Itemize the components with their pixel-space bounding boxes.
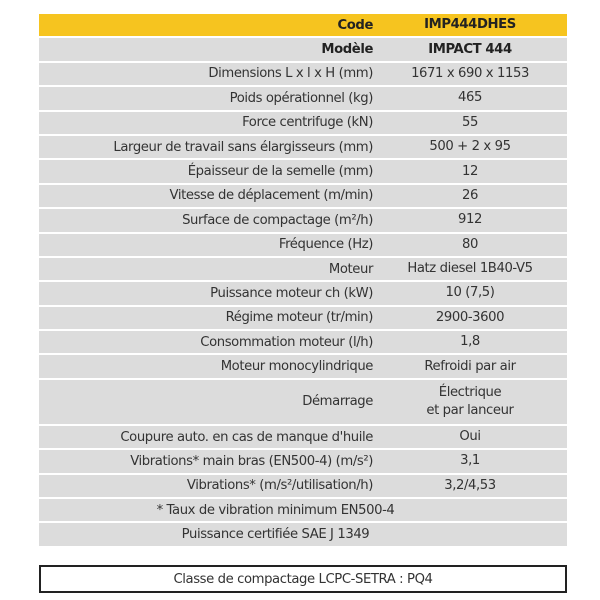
spec-value: 3,1 xyxy=(460,453,480,469)
table-row: Vitesse de déplacement (m/min) 26 xyxy=(39,184,567,208)
table-row: Démarrage Électrique et par lanceur xyxy=(39,379,567,424)
table-row: Consommation moteur (l/h) 1,8 xyxy=(39,331,567,354)
spec-label: Moteur xyxy=(328,261,374,277)
table-row: Régime moteur (tr/min) 2900-3600 xyxy=(39,306,567,330)
spec-value: 500 + 2 x 95 xyxy=(429,139,511,155)
spec-value: Refroidi par air xyxy=(424,358,516,374)
spec-value: 1,8 xyxy=(460,334,480,350)
table-row: Vibrations* (m/s²/utilisation/h) 3,2/4,53 xyxy=(39,474,567,498)
table-row: Largeur de travail sans élargisseurs (mm… xyxy=(39,135,567,159)
spec-value: 912 xyxy=(458,212,482,228)
model-label: Modèle xyxy=(321,42,373,58)
spec-value-line: et par lanceur xyxy=(426,402,514,418)
spec-value-line: Électrique xyxy=(438,384,502,400)
footnote: Puissance certifiée SAE J 1349 xyxy=(181,527,370,543)
spec-label: Force centrifuge (kN) xyxy=(242,115,373,131)
spec-value: 465 xyxy=(458,90,482,106)
spec-value: 80 xyxy=(462,236,478,252)
spec-value: 1671 x 690 x 1153 xyxy=(411,65,529,81)
code-value: IMP444DHES xyxy=(424,17,516,33)
table-row: Fréquence (Hz) 80 xyxy=(39,233,567,256)
spec-label: Fréquence (Hz) xyxy=(278,237,374,253)
spec-label: Vibrations* (m/s²/utilisation/h) xyxy=(186,478,374,494)
table-row: Moteur Hatz diesel 1B40-V5 xyxy=(39,257,567,281)
footnote: * Taux de vibration minimum EN500-4 xyxy=(156,502,395,518)
compaction-class: Classe de compactage LCPC-SETRA : PQ4 xyxy=(173,571,433,587)
table-row: Coupure auto. en cas de manque d'huile Ou… xyxy=(39,425,567,449)
spec-table: Code IMP444DHES Modèle IMPACT 444 Dimens… xyxy=(39,14,567,548)
spec-value: Électrique et par lanceur xyxy=(373,384,567,420)
footnote-row: * Taux de vibration minimum EN500-4 xyxy=(39,499,567,522)
table-row: Surface de compactage (m²/h) 912 xyxy=(39,209,567,232)
spec-label: Démarrage xyxy=(302,394,373,410)
spec-label: Épaisseur de la semelle (mm) xyxy=(187,164,374,180)
table-row: Dimensions L x l x H (mm) 1671 x 690 x 11… xyxy=(39,62,567,86)
code-label: Code xyxy=(337,17,373,33)
table-row: Poids opérationnel (kg) 465 xyxy=(39,87,567,110)
table-row: Moteur monocylindrique Refroidi par air xyxy=(39,355,567,378)
spec-value: 10 (7,5) xyxy=(445,285,495,301)
spec-label: Consommation moteur (l/h) xyxy=(200,334,373,350)
spec-label: Coupure auto. en cas de manque d'huile xyxy=(120,429,373,445)
spec-value: 55 xyxy=(462,114,478,130)
spec-value: Oui xyxy=(459,429,481,445)
spec-label: Poids opérationnel (kg) xyxy=(229,90,374,106)
spec-label: Vitesse de déplacement (m/min) xyxy=(169,188,374,204)
spec-label: Dimensions L x l x H (mm) xyxy=(208,66,373,82)
spec-label: Régime moteur (tr/min) xyxy=(225,310,374,326)
table-row: Épaisseur de la semelle (mm) 12 xyxy=(39,160,567,183)
spec-label: Largeur de travail sans élargisseurs (mm… xyxy=(113,139,373,155)
spec-value: Hatz diesel 1B40-V5 xyxy=(407,261,533,277)
spec-label: Moteur monocylindrique xyxy=(220,359,374,375)
spec-value: 12 xyxy=(462,163,478,179)
model-value: IMPACT 444 xyxy=(428,41,512,57)
spec-value: 3,2/4,53 xyxy=(444,477,496,493)
spec-value: 26 xyxy=(462,187,478,203)
table-header-row: Code IMP444DHES xyxy=(39,14,567,37)
spec-label: Vibrations* main bras (EN500-4) (m/s²) xyxy=(130,453,373,469)
table-row: Vibrations* main bras (EN500-4) (m/s²) 3,… xyxy=(39,450,567,473)
footnote-row: Puissance certifiée SAE J 1349 xyxy=(39,523,567,546)
compaction-class-box: Classe de compactage LCPC-SETRA : PQ4 xyxy=(39,565,567,593)
table-row: Force centrifuge (kN) 55 xyxy=(39,111,567,134)
spec-label: Puissance moteur ch (kW) xyxy=(210,285,373,301)
spec-value: 2900-3600 xyxy=(435,309,505,325)
table-row: Puissance moteur ch (kW) 10 (7,5) xyxy=(39,282,567,305)
model-row: Modèle IMPACT 444 xyxy=(39,38,567,61)
spec-label: Surface de compactage (m²/h) xyxy=(182,212,373,228)
